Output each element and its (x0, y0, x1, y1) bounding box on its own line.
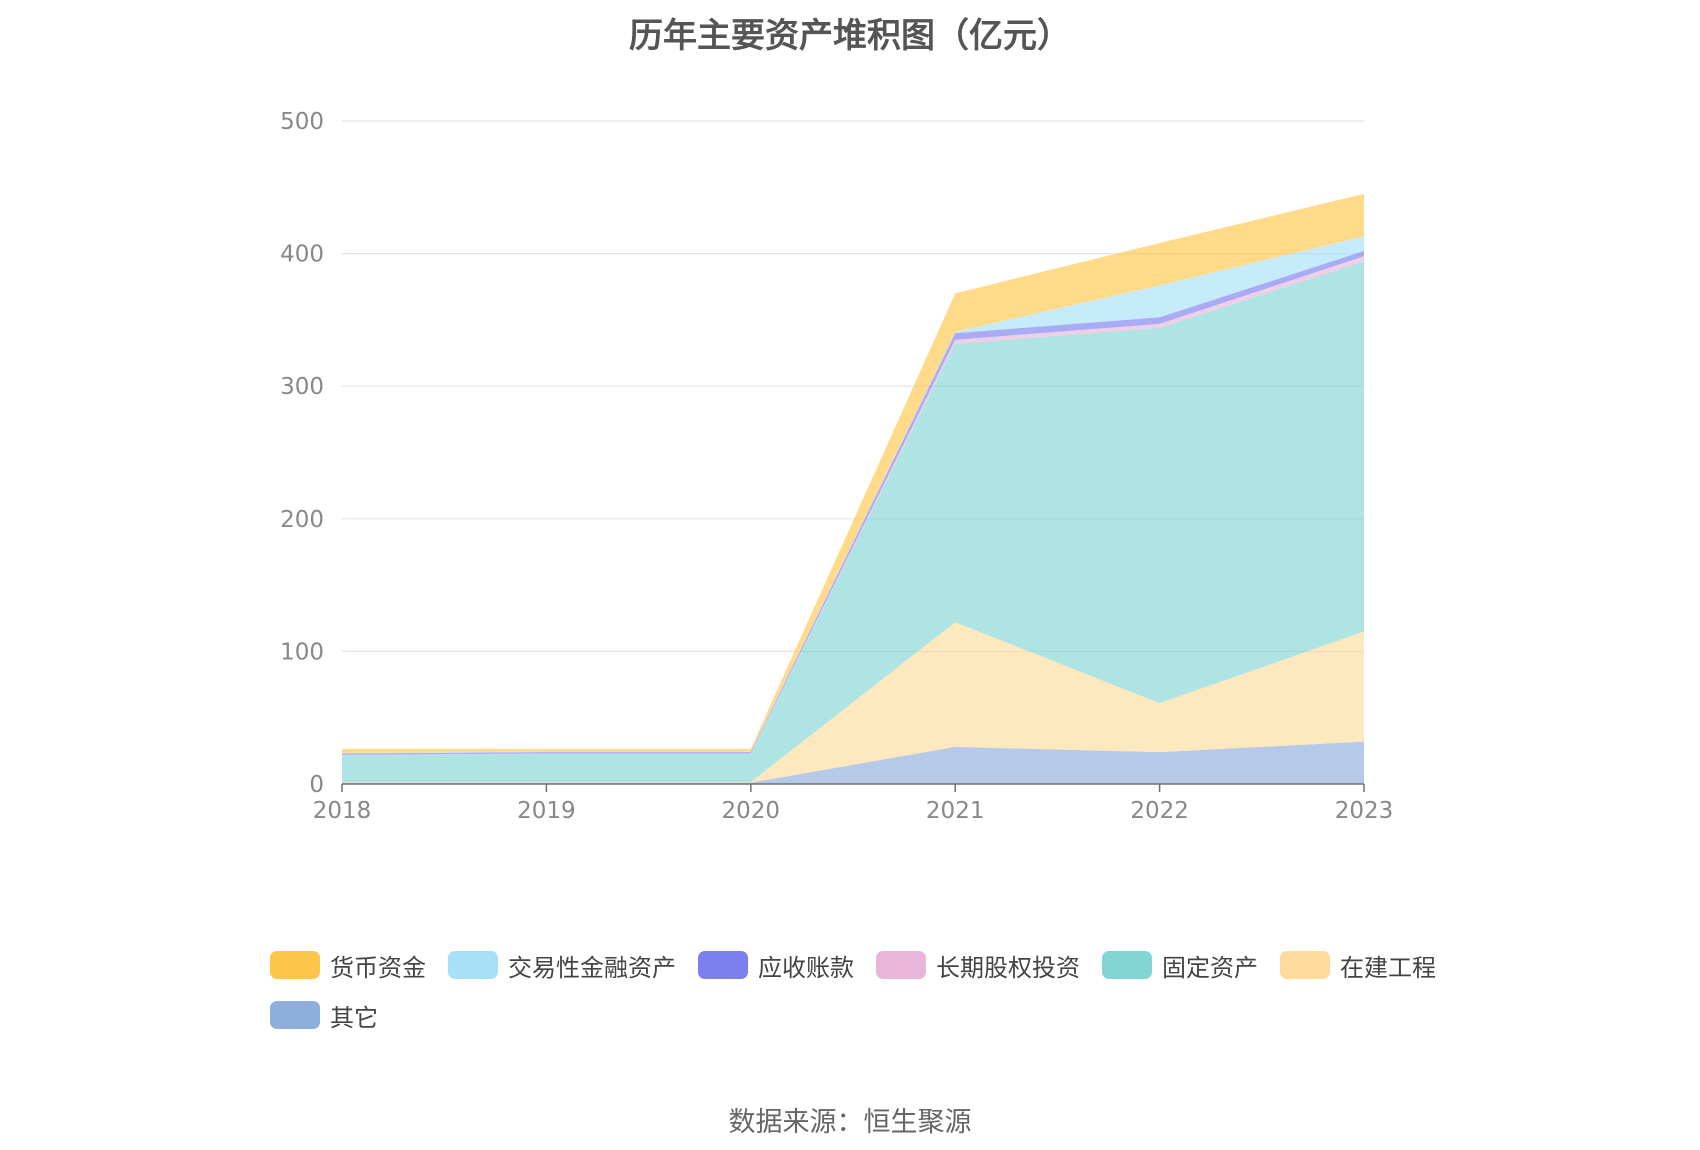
legend-label: 其它 (330, 1003, 378, 1032)
legend-swatch (270, 951, 320, 979)
y-tick-label: 0 (309, 772, 324, 798)
legend-label: 货币资金 (330, 953, 426, 982)
area-series-2 (342, 261, 1364, 783)
data-source: 数据来源：恒生聚源 (728, 1107, 972, 1138)
axes: 0 100 200 300 400 500 2018 2019 2020 2021 2022 2023 (280, 109, 1393, 824)
legend-swatch (1102, 951, 1152, 979)
legend-swatch (1280, 951, 1330, 979)
legend-item[interactable]: 货币资金 (270, 950, 426, 982)
legend: 货币资金 交易性金融资产 应收账款 长期股权投资 固定资产 在建工程其它 (270, 950, 1450, 1032)
area-series-6 (342, 193, 1364, 753)
legend-item[interactable]: 固定资产 (1102, 950, 1258, 982)
legend-label: 在建工程 (1340, 953, 1436, 982)
x-tick-label: 2019 (517, 798, 576, 824)
legend-label: 长期股权投资 (936, 953, 1080, 982)
legend-item[interactable]: 长期股权投资 (876, 950, 1080, 982)
legend-swatch (448, 951, 498, 979)
chart-title: 历年主要资产堆积图（亿元） (629, 16, 1071, 56)
x-tick-label: 2020 (722, 798, 781, 824)
x-tick-label: 2018 (313, 798, 372, 824)
area-series-0 (342, 741, 1364, 784)
y-tick-label: 400 (280, 242, 324, 268)
y-tick-label: 500 (280, 109, 324, 135)
legend-label: 固定资产 (1162, 953, 1258, 982)
legend-swatch (270, 1001, 320, 1029)
area-series-1 (342, 622, 1364, 783)
legend-swatch (876, 951, 926, 979)
x-tick-label: 2021 (926, 798, 985, 824)
legend-item[interactable]: 在建工程 (1280, 950, 1436, 982)
area-series (342, 193, 1364, 784)
y-tick-label: 300 (280, 374, 324, 400)
legend-label: 应收账款 (758, 953, 854, 982)
legend-item[interactable]: 交易性金融资产 (448, 950, 676, 982)
legend-item[interactable]: 应收账款 (698, 950, 854, 982)
y-tick-label: 100 (280, 639, 324, 665)
x-tick-label: 2023 (1335, 798, 1394, 824)
y-tick-label: 200 (280, 507, 324, 533)
legend-swatch (698, 951, 748, 979)
legend-label: 交易性金融资产 (508, 953, 676, 982)
x-tick-label: 2022 (1130, 798, 1189, 824)
legend-item[interactable]: 其它 (270, 1000, 378, 1032)
